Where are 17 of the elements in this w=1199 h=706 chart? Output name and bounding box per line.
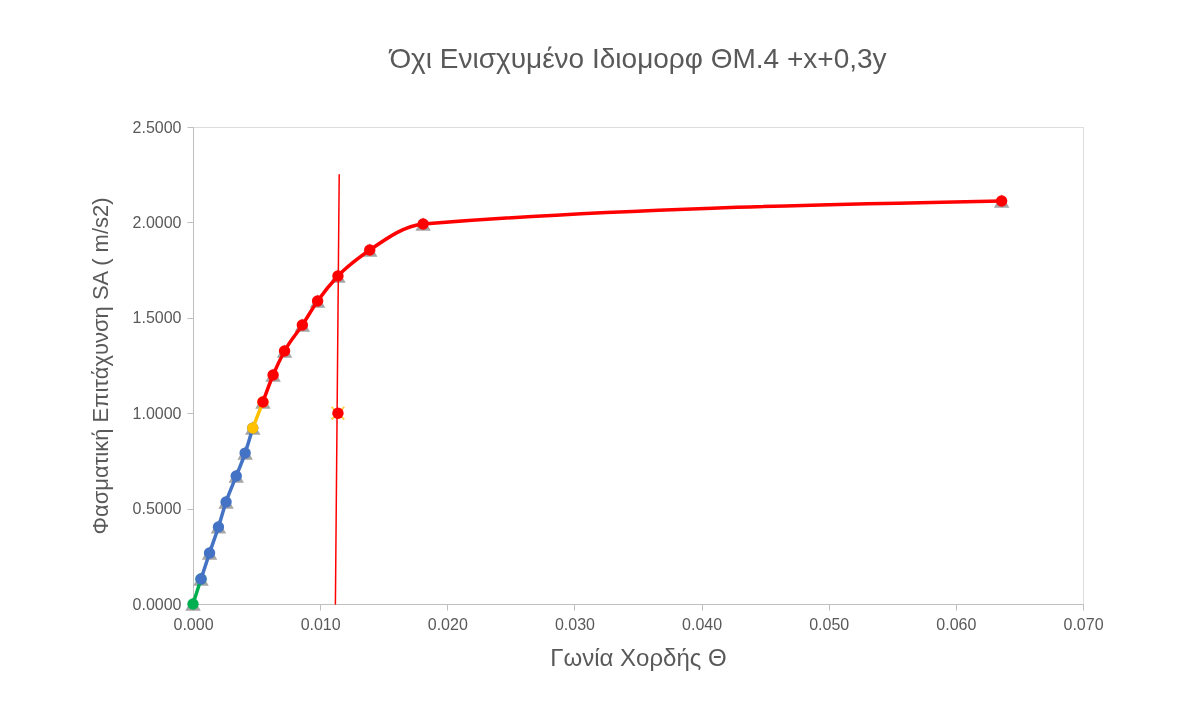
x-tick-label: 0.040	[682, 615, 723, 633]
y-tick-label: 0.5000	[132, 500, 182, 518]
y-tick-label: 1.5000	[132, 309, 182, 327]
chart-title: Όχι Ενισχυμένο Ιδιομορφ ΘΜ.4 +x+0,3y	[388, 43, 887, 74]
x-tick-label: 0.070	[1063, 615, 1104, 633]
y-tick-label: 0.0000	[132, 595, 182, 613]
x-tick-label: 0.020	[427, 615, 468, 633]
x-tick-label: 0.010	[300, 615, 341, 633]
y-tick-label: 2.0000	[132, 213, 182, 231]
x-tick-label: 0.050	[809, 615, 850, 633]
x-tick-label: 0.030	[554, 615, 596, 633]
y-axis-title: Φασματική Επιτάχυνση SA ( m/s2)	[87, 197, 113, 535]
x-axis-title: Γωνία Χορδής Θ	[550, 643, 727, 671]
x-tick-label: 0.060	[936, 615, 977, 633]
x-tick-label: 0.000	[173, 615, 214, 633]
y-tick-label: 2.5000	[132, 118, 182, 136]
y-tick-label: 1.0000	[132, 404, 182, 422]
